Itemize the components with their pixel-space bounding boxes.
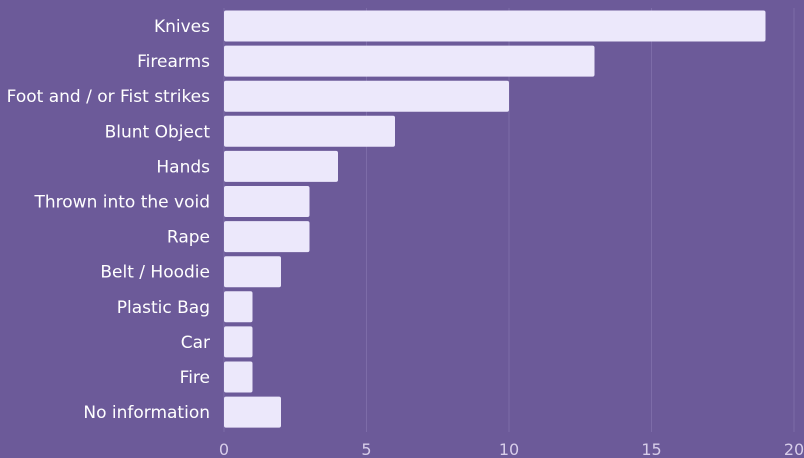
x-tick-label: 0 bbox=[219, 440, 229, 458]
category-label: Hands bbox=[156, 157, 210, 177]
category-label: Firearms bbox=[137, 52, 210, 72]
gridlines bbox=[223, 8, 795, 432]
category-label: No information bbox=[83, 403, 210, 423]
category-label: Blunt Object bbox=[105, 122, 211, 142]
category-label: Plastic Bag bbox=[117, 298, 210, 318]
category-label: Knives bbox=[154, 17, 210, 37]
bar bbox=[224, 221, 310, 253]
bar bbox=[224, 326, 253, 358]
category-label: Foot and / or Fist strikes bbox=[7, 87, 210, 107]
bar bbox=[224, 256, 281, 288]
bar bbox=[224, 45, 595, 77]
bar bbox=[224, 80, 509, 112]
x-tick-label: 20 bbox=[784, 440, 804, 458]
category-label: Fire bbox=[180, 368, 210, 388]
category-label: Belt / Hoodie bbox=[100, 263, 210, 283]
bar bbox=[224, 115, 395, 147]
x-axis-tick-labels: 0 5 10 15 20 bbox=[219, 440, 804, 458]
x-tick-label: 10 bbox=[499, 440, 519, 458]
x-tick-label: 15 bbox=[641, 440, 661, 458]
category-labels: Knives Firearms Foot and / or Fist strikes… bbox=[7, 17, 211, 423]
category-label: Rape bbox=[167, 228, 210, 248]
bar bbox=[224, 396, 281, 428]
x-tick-label: 5 bbox=[361, 440, 371, 458]
bars bbox=[224, 10, 766, 428]
bar bbox=[224, 10, 766, 42]
bar bbox=[224, 361, 253, 393]
category-label: Car bbox=[181, 333, 210, 353]
bar bbox=[224, 186, 310, 217]
category-label: Thrown into the void bbox=[33, 193, 210, 213]
bar bbox=[224, 291, 253, 323]
bar bbox=[224, 150, 338, 182]
